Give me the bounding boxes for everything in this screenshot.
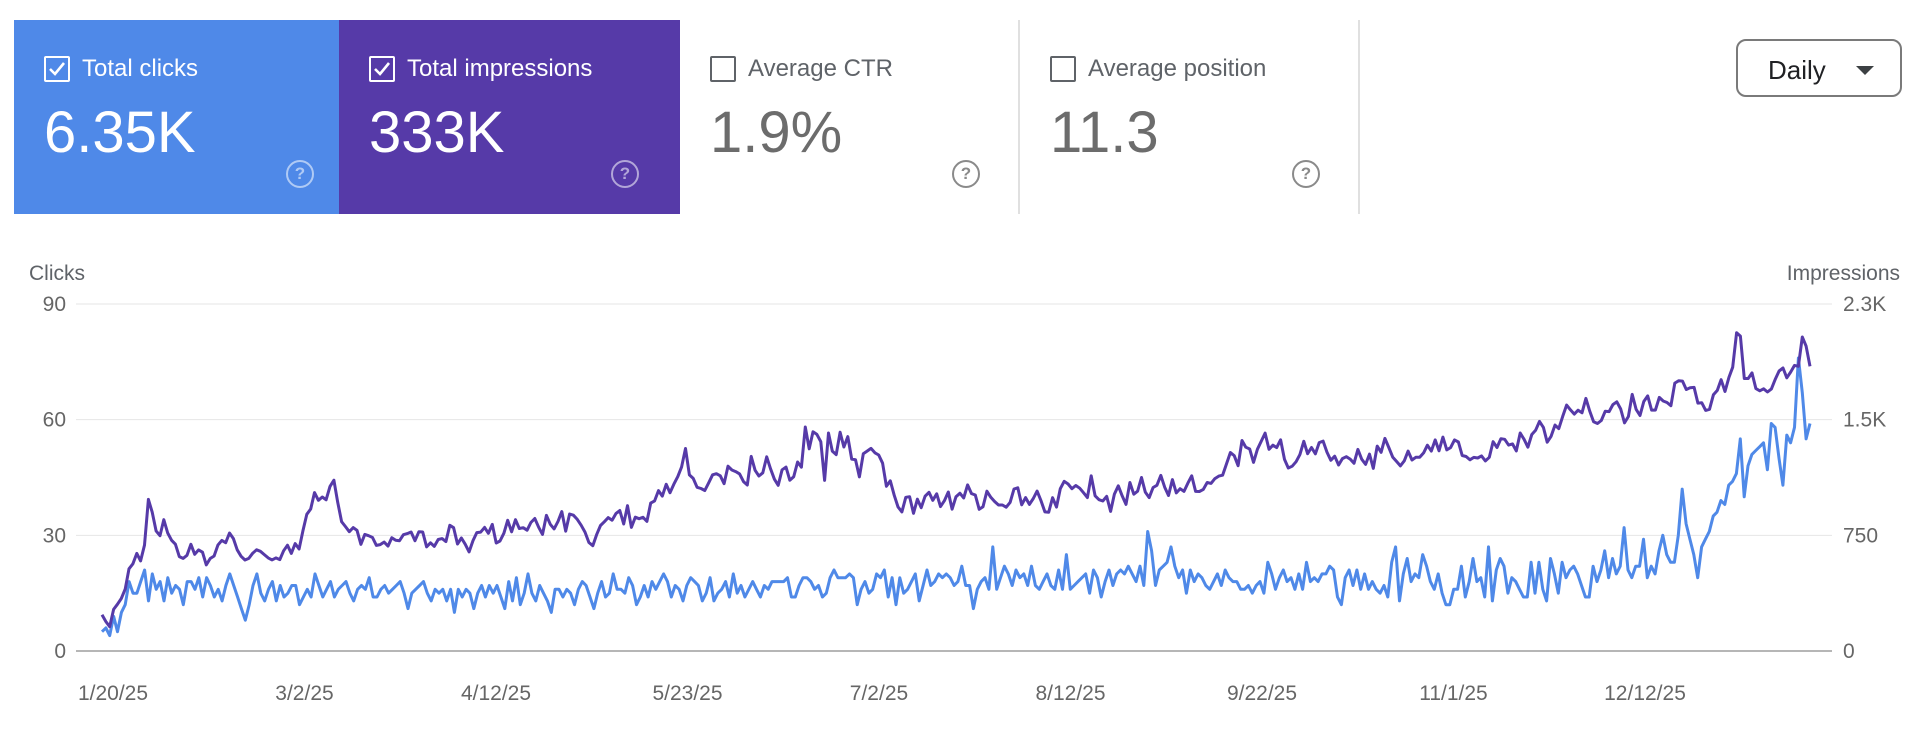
metric-card-total-clicks[interactable]: Total clicks 6.35K ? — [14, 20, 339, 214]
x-tick-label: 9/22/25 — [1227, 682, 1297, 705]
help-icon[interactable]: ? — [611, 160, 639, 188]
ctr-checkbox[interactable] — [710, 56, 736, 82]
metric-label: Average CTR — [748, 55, 893, 82]
x-tick-label: 12/12/25 — [1604, 682, 1686, 705]
x-tick-label: 5/23/25 — [652, 682, 722, 705]
metric-card-average-position[interactable]: Average position 11.3 ? — [1020, 20, 1360, 214]
series-line-total-impressions — [100, 331, 1812, 629]
help-icon[interactable]: ? — [286, 160, 314, 188]
metric-label: Average position — [1088, 55, 1267, 82]
chart-series — [100, 331, 1812, 638]
x-tick-label: 7/2/25 — [850, 682, 908, 705]
clicks-checkbox[interactable] — [44, 56, 70, 82]
metric-label: Total impressions — [407, 55, 593, 82]
metric-value: 6.35K — [44, 100, 196, 165]
right-axis-title: Impressions — [1787, 262, 1900, 285]
caret-down-icon — [1856, 66, 1874, 75]
metric-card-average-ctr[interactable]: Average CTR 1.9% ? — [680, 20, 1020, 214]
series-line-total-clicks — [100, 356, 1812, 638]
left-tick-label: 0 — [54, 640, 66, 663]
right-tick-label: 1.5K — [1843, 409, 1886, 432]
checkmark-icon — [49, 62, 66, 76]
chart-gridlines — [76, 303, 1832, 652]
x-tick-label: 1/20/25 — [78, 682, 148, 705]
left-tick-label: 30 — [43, 524, 66, 547]
x-tick-label: 8/12/25 — [1035, 682, 1105, 705]
metric-value: 1.9% — [710, 100, 843, 165]
checkmark-icon — [374, 62, 391, 76]
right-tick-label: 750 — [1843, 524, 1878, 547]
metric-card-total-impressions[interactable]: Total impressions 333K ? — [339, 20, 680, 214]
left-tick-label: 90 — [43, 293, 66, 316]
x-tick-label: 4/12/25 — [461, 682, 531, 705]
granularity-dropdown[interactable]: Daily — [1736, 39, 1902, 97]
x-tick-label: 11/1/25 — [1419, 682, 1488, 705]
right-tick-label: 2.3K — [1843, 293, 1886, 316]
left-axis-ticks: 0 30 60 90 — [43, 293, 66, 663]
x-tick-label: 3/2/25 — [275, 682, 333, 705]
x-axis-ticks: 1/20/25 3/2/25 4/12/25 5/23/25 7/2/25 8/12/25… — [78, 682, 1686, 705]
position-checkbox[interactable] — [1050, 56, 1076, 82]
help-icon[interactable]: ? — [952, 160, 980, 188]
impressions-checkbox[interactable] — [369, 56, 395, 82]
metric-value: 333K — [369, 100, 505, 165]
metric-value: 11.3 — [1050, 100, 1159, 165]
metric-label: Total clicks — [82, 55, 199, 82]
help-icon[interactable]: ? — [1292, 160, 1320, 188]
left-tick-label: 60 — [43, 409, 66, 432]
right-tick-label: 0 — [1843, 640, 1855, 663]
right-axis-ticks: 0 750 1.5K 2.3K — [1843, 293, 1886, 663]
dropdown-selected-value: Daily — [1768, 55, 1826, 85]
left-axis-title: Clicks — [29, 262, 85, 285]
